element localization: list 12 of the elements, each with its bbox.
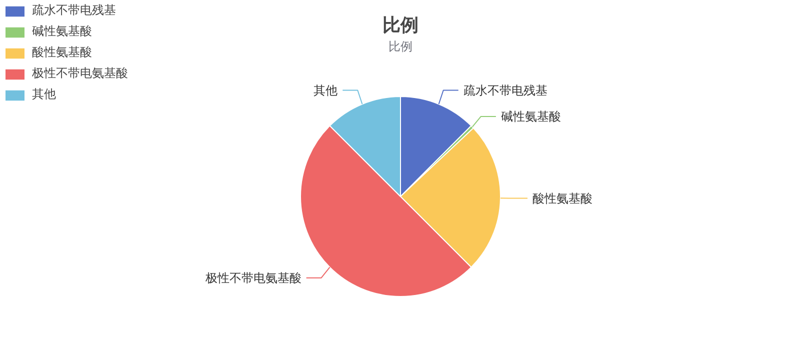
slice-label: 疏水不带电残基 <box>463 83 548 98</box>
slice-label: 酸性氨基酸 <box>532 191 592 206</box>
slice-label: 碱性氨基酸 <box>500 109 561 124</box>
slice-label: 极性不带电氨基酸 <box>204 270 302 285</box>
legend-label: 酸性氨基酸 <box>32 44 92 61</box>
legend-label: 疏水不带电残基 <box>32 2 116 19</box>
text: 比例 <box>388 40 412 54</box>
legend-label: 极性不带电氨基酸 <box>32 65 128 82</box>
legend-label: 碱性氨基酸 <box>32 23 92 40</box>
slice-label: 其他 <box>314 83 338 98</box>
text: 比例 <box>382 15 418 36</box>
legend-label: 其他 <box>32 86 56 103</box>
